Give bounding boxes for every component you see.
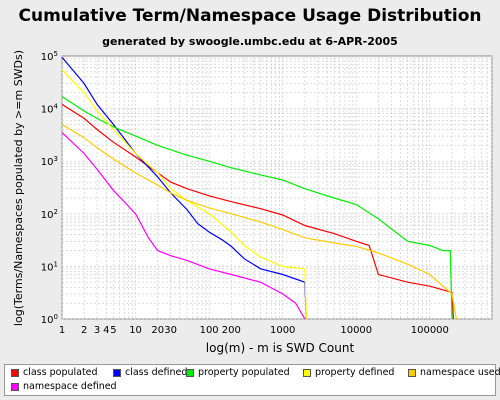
legend-item: namespace defined [11,381,117,392]
plot-area [61,55,493,320]
x-tick-label: 10000 [340,325,372,336]
x-tick-label: 4 [103,325,109,336]
chart-title: Cumulative Term/Namespace Usage Distribu… [18,6,482,26]
x-tick-label: 5 [110,325,116,336]
y-tick-label: 102 [41,208,58,221]
legend-swatch [408,368,416,377]
axis-ticks: 1 2 3 4 5 10 20 30 100 200 1000 10000 10000010010110… [41,50,449,336]
legend-label: property defined [315,367,395,378]
legend: class populated class defined property pop… [4,364,500,396]
series-line-namespace-used [61,123,457,320]
y-tick-label: 105 [41,50,58,63]
series-lines [61,56,457,320]
chart-plot: 1 2 3 4 5 10 20 30 100 200 1000 10000 10000010010110… [12,50,493,355]
legend-swatch [11,382,19,391]
legend-swatch [11,368,19,377]
x-tick-label: 30 [164,325,177,336]
series-line-property-populated [61,95,453,320]
legend-label: namespace defined [23,381,117,392]
legend-item: class defined [113,367,187,378]
y-tick-label: 101 [41,260,58,273]
legend-item: namespace used [408,367,500,378]
legend-label: class defined [125,367,188,378]
x-tick-label: 1000 [270,325,295,336]
legend-label: class populated [23,367,98,378]
chart-subtitle: generated by swoogle.umbc.edu at 6-APR-2… [102,35,398,48]
legend-swatch [303,368,311,377]
y-tick-label: 104 [41,103,59,116]
legend-item: property defined [303,367,394,378]
series-line-class-populated [61,103,455,320]
y-tick-label: 100 [41,313,58,326]
x-tick-label: 3 [94,325,100,336]
series-line-class-defined [61,56,307,320]
legend-item: class populated [11,367,98,378]
x-tick-label: 200 [222,325,241,336]
x-axis-label: log(m) - m is SWD Count [206,341,355,355]
x-tick-label: 2 [81,325,87,336]
y-axis-label: log(Terms/Namespaces populated by >=m SW… [12,50,25,326]
x-tick-label: 1 [59,325,65,336]
legend-label: property populated [198,367,290,378]
legend-swatch [186,368,194,377]
y-tick-label: 103 [41,155,58,168]
legend-swatch [113,368,121,377]
x-tick-label: 10 [129,325,142,336]
series-line-namespace-defined [61,132,306,320]
x-tick-label: 20 [151,325,164,336]
x-tick-label: 100 [200,325,219,336]
legend-label: namespace used [420,367,500,378]
legend-item: property populated [186,367,290,378]
x-tick-label: 100000 [411,325,449,336]
